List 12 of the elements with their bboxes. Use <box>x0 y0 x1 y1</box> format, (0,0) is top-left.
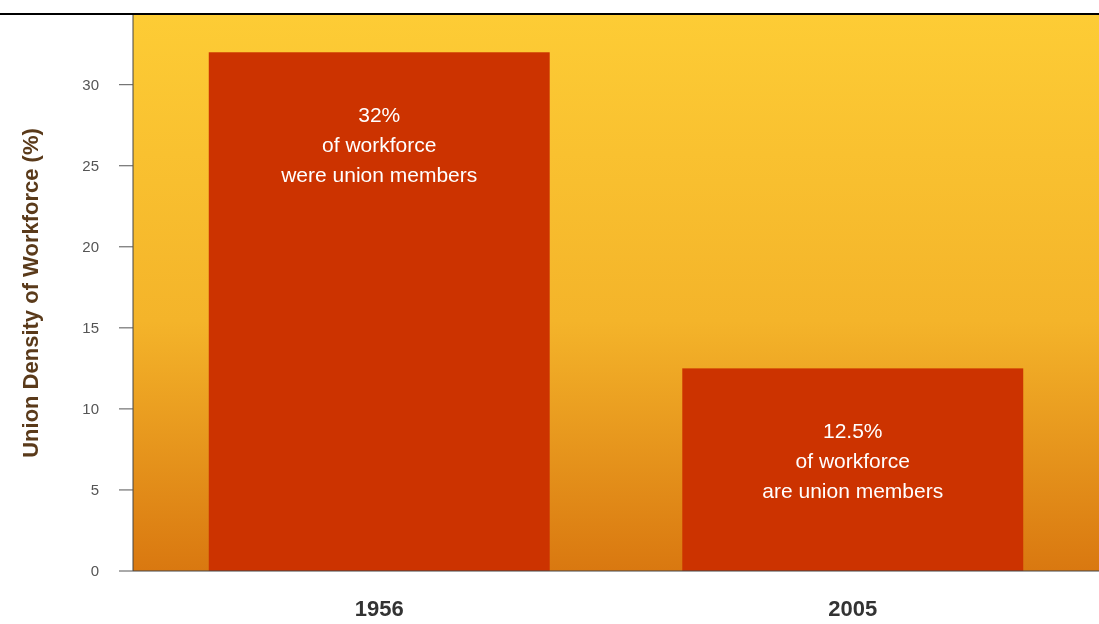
y-tick-label: 5 <box>90 481 99 499</box>
y-axis-title: Union Density of Workforce (%) <box>18 128 43 458</box>
y-tick-label: 0 <box>90 562 99 580</box>
x-tick-label: 2005 <box>828 596 878 621</box>
y-tick-label: 25 <box>82 157 99 174</box>
annotation: 32% of workforce were union members <box>280 103 478 187</box>
y-tick-label: 15 <box>82 319 99 337</box>
annotation: 12.5% of workforce are union members <box>762 419 944 503</box>
y-tick-label: 30 <box>82 75 99 93</box>
x-tick-label: 1956 <box>354 596 404 621</box>
y-tick-label: 20 <box>82 238 99 256</box>
y-tick-label: 10 <box>82 400 99 418</box>
